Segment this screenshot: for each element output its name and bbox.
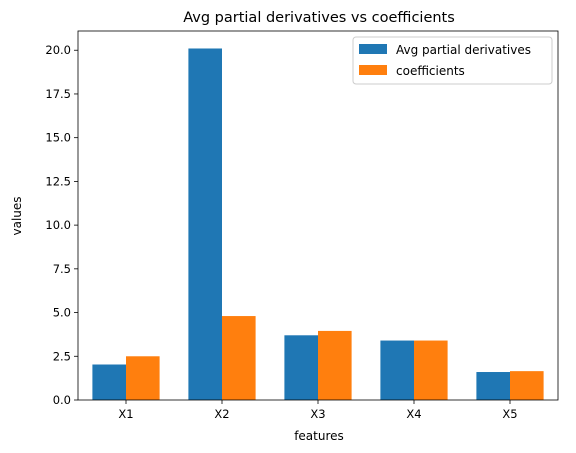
bar-avg-partial-derivatives-x4 (380, 340, 414, 400)
y-axis-label: values (10, 196, 24, 235)
bar-avg-partial-derivatives-x2 (188, 48, 222, 400)
x-axis-label: features (294, 429, 344, 443)
legend: Avg partial derivatives coefficients (352, 36, 553, 85)
chart-title: Avg partial derivatives vs coefficients (183, 10, 455, 26)
legend-swatch-avg-partial-derivatives (359, 44, 387, 54)
bar-coefficients-x1 (126, 356, 160, 400)
plot-area: 0.0 2.5 5.0 7.5 10.0 12.5 15.0 17.5 20.0 X1 X2 X3 X4… (45, 30, 559, 421)
y-tick-label: 17.5 (45, 87, 71, 101)
legend-box (352, 36, 553, 85)
y-tick-label: 0.0 (53, 393, 71, 407)
y-tick-label: 15.0 (45, 131, 71, 145)
x-tick-label: X3 (310, 407, 325, 421)
legend-label-avg-partial-derivatives: Avg partial derivatives (396, 43, 531, 57)
y-tick-label: 12.5 (45, 174, 71, 188)
bar-avg-partial-derivatives-x1 (92, 364, 126, 400)
bar-coefficients-x2 (222, 316, 256, 400)
legend-swatch-coefficients (359, 65, 387, 75)
y-tick-label: 2.5 (53, 349, 71, 363)
bar-avg-partial-derivatives-x5 (476, 372, 510, 400)
y-tick-label: 10.0 (45, 218, 71, 232)
y-tick-label: 7.5 (53, 262, 71, 276)
bar-coefficients-x4 (414, 340, 448, 400)
x-tick-label: X2 (214, 407, 229, 421)
x-tick-label: X1 (118, 407, 133, 421)
y-tick-label: 20.0 (45, 43, 71, 57)
y-tick-label: 5.0 (53, 306, 71, 320)
bar-coefficients-x5 (510, 371, 544, 400)
x-tick-label: X5 (502, 407, 517, 421)
bar-coefficients-x3 (318, 330, 352, 400)
bar-avg-partial-derivatives-x3 (284, 335, 318, 400)
x-tick-label: X4 (406, 407, 421, 421)
legend-label-coefficients: coefficients (396, 64, 465, 78)
